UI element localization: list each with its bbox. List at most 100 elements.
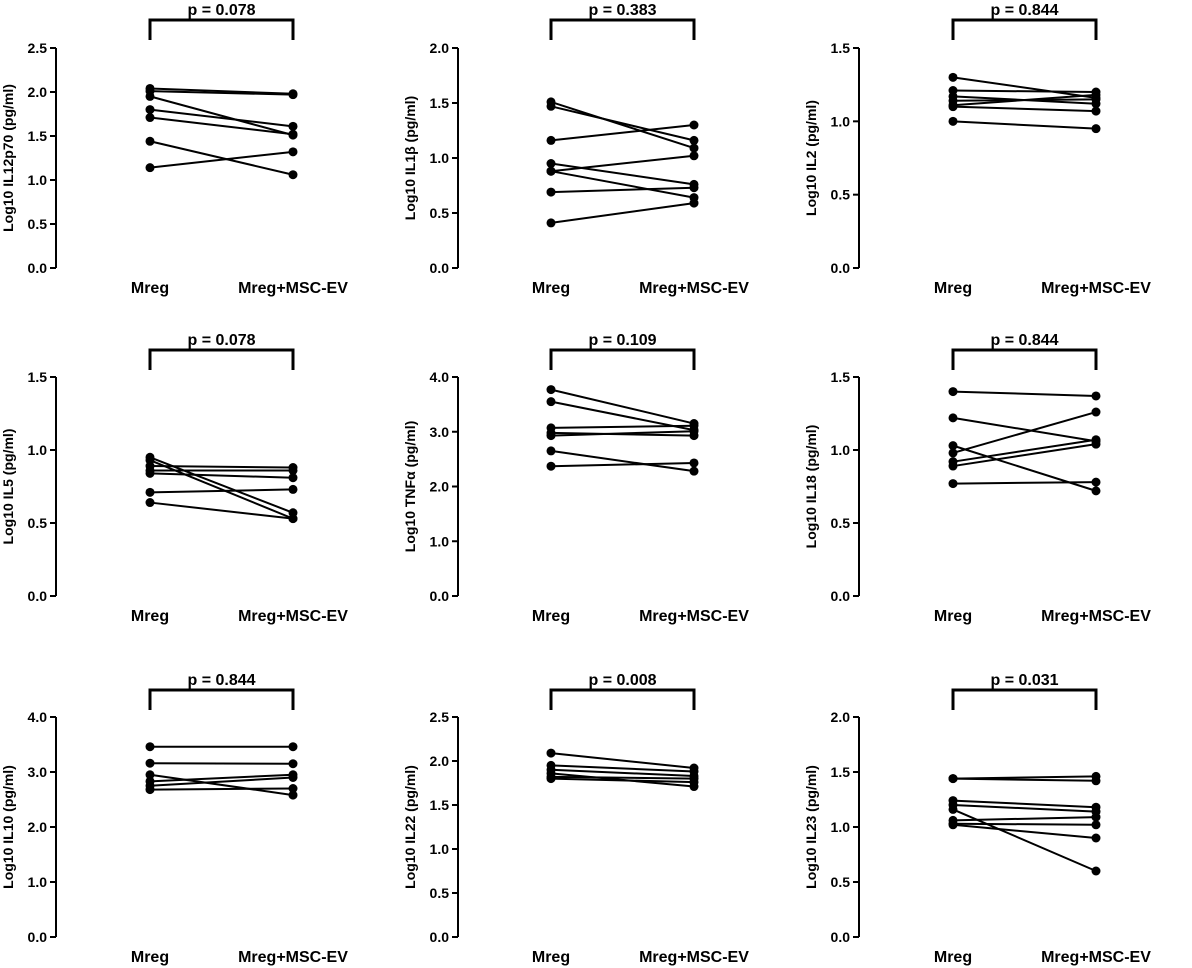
data-point-mreg <box>145 105 155 115</box>
y-tick-label: 0.0 <box>430 260 450 276</box>
paired-line <box>550 461 695 468</box>
paired-line <box>149 87 294 95</box>
x-category-label: Mreg <box>934 280 972 297</box>
data-point-mreg <box>145 113 155 123</box>
x-category-label: Mreg <box>131 280 169 297</box>
data-point-mreg <box>948 774 958 784</box>
x-category-label: Mreg+MSC-EV <box>1041 280 1151 297</box>
paired-line <box>550 154 695 173</box>
y-axis-title: Log10 IL1β (pg/ml) <box>402 96 418 220</box>
data-point-mreg <box>546 166 556 176</box>
data-point-mreg-msc-ev <box>1091 776 1101 786</box>
data-point-mreg <box>145 498 155 508</box>
data-point-mreg <box>948 116 958 126</box>
data-point-mreg-msc-ev <box>1091 407 1101 417</box>
data-point-mreg-msc-ev <box>689 151 699 161</box>
y-tick-label: 1.0 <box>831 113 851 129</box>
data-point-mreg-msc-ev <box>689 120 699 130</box>
significance-bracket <box>549 18 696 40</box>
paired-line <box>550 430 695 437</box>
data-point-mreg <box>546 774 556 784</box>
paired-line <box>149 488 294 494</box>
y-tick-label: 0.0 <box>28 588 48 604</box>
y-tick-label: 3.0 <box>28 764 48 780</box>
data-point-mreg-msc-ev <box>288 121 298 131</box>
paired-line <box>550 775 695 780</box>
paired-line <box>149 95 294 137</box>
y-tick-label: 2.0 <box>430 753 450 769</box>
y-tick-label: 1.5 <box>28 369 48 385</box>
paired-line <box>952 443 1097 468</box>
p-value-label: p = 0.844 <box>187 672 255 689</box>
data-point-mreg <box>546 748 556 758</box>
y-tick-label: 0.5 <box>28 216 48 232</box>
y-tick-label: 0.0 <box>831 260 851 276</box>
y-tick-label: 0.5 <box>28 515 48 531</box>
panel-9: 0.0 0.5 1.0 1.5 2.0 Log10 IL23 (pg/ml) Mreg Mre… <box>803 672 1151 966</box>
paired-line <box>149 90 294 96</box>
data-point-mreg-msc-ev <box>689 143 699 153</box>
y-tick-label: 1.0 <box>831 442 851 458</box>
paired-line <box>952 823 1097 839</box>
data-point-mreg <box>145 163 155 173</box>
paired-line <box>952 822 1097 826</box>
paired-line <box>952 799 1097 809</box>
paired-line <box>550 105 695 142</box>
x-category-label: Mreg+MSC-EV <box>639 949 749 966</box>
p-value-label: p = 0.078 <box>187 2 255 19</box>
p-value-label: p = 0.008 <box>588 672 656 689</box>
data-point-mreg-msc-ev <box>1091 866 1101 876</box>
paired-line <box>952 411 1097 454</box>
data-point-mreg-msc-ev <box>1091 90 1101 100</box>
data-point-mreg <box>145 758 155 768</box>
data-point-mreg <box>948 820 958 830</box>
data-point-mreg <box>948 461 958 471</box>
y-axis-title: Log10 IL5 (pg/ml) <box>0 429 16 545</box>
x-category-label: Mreg <box>934 949 972 966</box>
data-point-mreg-msc-ev <box>1091 439 1101 449</box>
paired-line <box>952 120 1097 130</box>
y-tick-label: 0.0 <box>28 929 48 945</box>
data-point-mreg <box>948 102 958 112</box>
p-value-label: p = 0.109 <box>588 332 656 349</box>
paired-line <box>550 202 695 224</box>
y-tick-label: 1.5 <box>831 764 851 780</box>
y-tick-label: 0.0 <box>28 260 48 276</box>
data-point-mreg <box>546 187 556 197</box>
paired-line <box>550 100 695 150</box>
panel-6: 0.0 0.5 1.0 1.5 Log10 IL18 (pg/ml) Mreg Mreg+M… <box>803 332 1151 625</box>
y-axis-title: Log10 IL12p70 (pg/ml) <box>0 84 16 232</box>
data-point-mreg-msc-ev <box>689 198 699 208</box>
data-point-mreg-msc-ev <box>1091 486 1101 496</box>
y-tick-label: 4.0 <box>430 369 450 385</box>
y-tick-label: 2.0 <box>28 819 48 835</box>
y-tick-label: 1.5 <box>831 369 851 385</box>
data-point-mreg-msc-ev <box>689 466 699 476</box>
paired-line <box>149 762 294 765</box>
data-point-mreg-msc-ev <box>288 484 298 494</box>
y-tick-label: 1.0 <box>430 533 450 549</box>
x-category-label: Mreg+MSC-EV <box>1041 608 1151 625</box>
data-point-mreg <box>948 448 958 458</box>
data-point-mreg <box>546 135 556 145</box>
data-point-mreg-msc-ev <box>288 147 298 157</box>
y-tick-label: 0.0 <box>430 929 450 945</box>
data-point-mreg <box>145 742 155 752</box>
y-tick-label: 0.0 <box>831 588 851 604</box>
y-tick-label: 2.5 <box>430 709 450 725</box>
paired-line <box>550 752 695 770</box>
p-value-label: p = 0.383 <box>588 2 656 19</box>
x-category-label: Mreg <box>532 280 570 297</box>
data-point-mreg-msc-ev <box>288 790 298 800</box>
y-axis-title: Log10 TNFα (pg/ml) <box>402 421 418 552</box>
data-point-mreg-msc-ev <box>1091 812 1101 822</box>
y-tick-label: 1.0 <box>28 874 48 890</box>
paired-line <box>149 140 294 176</box>
p-value-label: p = 0.031 <box>990 672 1058 689</box>
y-tick-label: 2.0 <box>430 479 450 495</box>
data-point-mreg <box>948 479 958 489</box>
paired-line <box>952 390 1097 397</box>
data-point-mreg-msc-ev <box>1091 124 1101 134</box>
y-tick-label: 0.0 <box>831 929 851 945</box>
